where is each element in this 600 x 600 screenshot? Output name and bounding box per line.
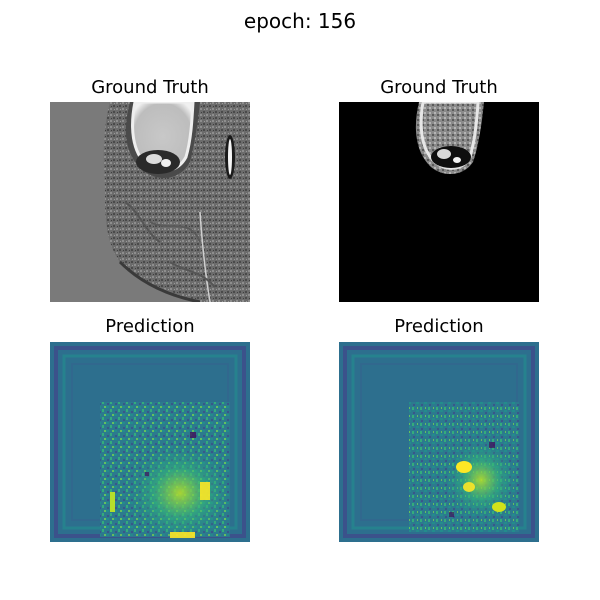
figure-suptitle: epoch: 156	[243, 9, 357, 33]
prediction-heatmap-left	[50, 342, 250, 542]
ground-truth-mri-image	[50, 102, 250, 302]
panel-title-prediction-left: Prediction	[105, 316, 195, 337]
ground-truth-mask-image	[339, 102, 539, 302]
prediction-heatmap-right	[339, 342, 539, 542]
panel-title-ground-truth-right: Ground Truth	[380, 77, 498, 98]
panel-title-prediction-right: Prediction	[394, 316, 484, 337]
panel-title-ground-truth-left: Ground Truth	[91, 77, 209, 98]
